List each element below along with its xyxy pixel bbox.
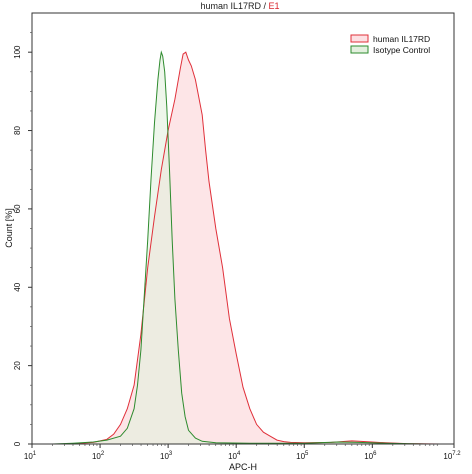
series-lines bbox=[52, 50, 441, 445]
y-tick-label: 20 bbox=[13, 361, 22, 370]
legend-swatch bbox=[350, 45, 369, 54]
plot-frame bbox=[31, 12, 455, 445]
y-axis-label: Count [%] bbox=[4, 208, 14, 248]
x-tick-label: 105 bbox=[296, 451, 309, 461]
y-tick-label: 0 bbox=[13, 441, 22, 446]
x-tick-label: 102 bbox=[92, 451, 105, 461]
x-tick-exponent: 1 bbox=[33, 451, 37, 457]
x-tick-base: 10 bbox=[24, 452, 33, 461]
x-tick-label: 107.2 bbox=[443, 451, 461, 461]
x-tick-exponent: 2 bbox=[101, 451, 105, 457]
chart-title-highlight: E1 bbox=[269, 1, 280, 11]
x-tick-label: 103 bbox=[160, 451, 173, 461]
x-tick-base: 10 bbox=[160, 452, 169, 461]
x-tick-base: 10 bbox=[443, 452, 452, 461]
x-tick-label: 106 bbox=[364, 451, 377, 461]
x-tick-label: 101 bbox=[24, 451, 37, 461]
y-tick-label: 100 bbox=[13, 45, 22, 59]
x-tick-exponent: 3 bbox=[169, 451, 173, 457]
x-tick-label: 104 bbox=[228, 451, 241, 461]
chart-title: human IL17RD / E1 bbox=[200, 1, 279, 11]
series-fill-human-il17rd bbox=[66, 52, 441, 444]
y-tick-label: 80 bbox=[13, 126, 22, 135]
x-tick-base: 10 bbox=[92, 452, 101, 461]
y-axis: 0 20 40 60 80 100 bbox=[13, 32, 32, 446]
legend-label: human IL17RD bbox=[373, 34, 430, 44]
series-fill-isotype-control bbox=[52, 52, 427, 444]
x-axis-label: APC-H bbox=[229, 462, 257, 472]
chart-title-prefix: human IL17RD / bbox=[200, 1, 268, 11]
x-tick-exponent: 7.2 bbox=[452, 451, 461, 457]
series-line-isotype-control bbox=[52, 50, 427, 445]
y-tick-label: 40 bbox=[13, 282, 22, 291]
x-tick-base: 10 bbox=[364, 452, 373, 461]
legend-swatch bbox=[350, 34, 369, 43]
x-tick-base: 10 bbox=[228, 452, 237, 461]
plot-area bbox=[52, 50, 441, 445]
x-tick-exponent: 6 bbox=[373, 451, 377, 457]
x-tick-exponent: 5 bbox=[305, 451, 309, 457]
y-tick-label: 60 bbox=[13, 204, 22, 213]
legend-label: Isotype Control bbox=[373, 45, 430, 55]
x-axis: 101 102 103 104 105 106 107.2 bbox=[24, 444, 461, 461]
x-tick-exponent: 4 bbox=[237, 451, 241, 457]
x-tick-base: 10 bbox=[296, 452, 305, 461]
series-line-human-il17rd bbox=[65, 51, 441, 445]
series-fills bbox=[52, 52, 441, 444]
